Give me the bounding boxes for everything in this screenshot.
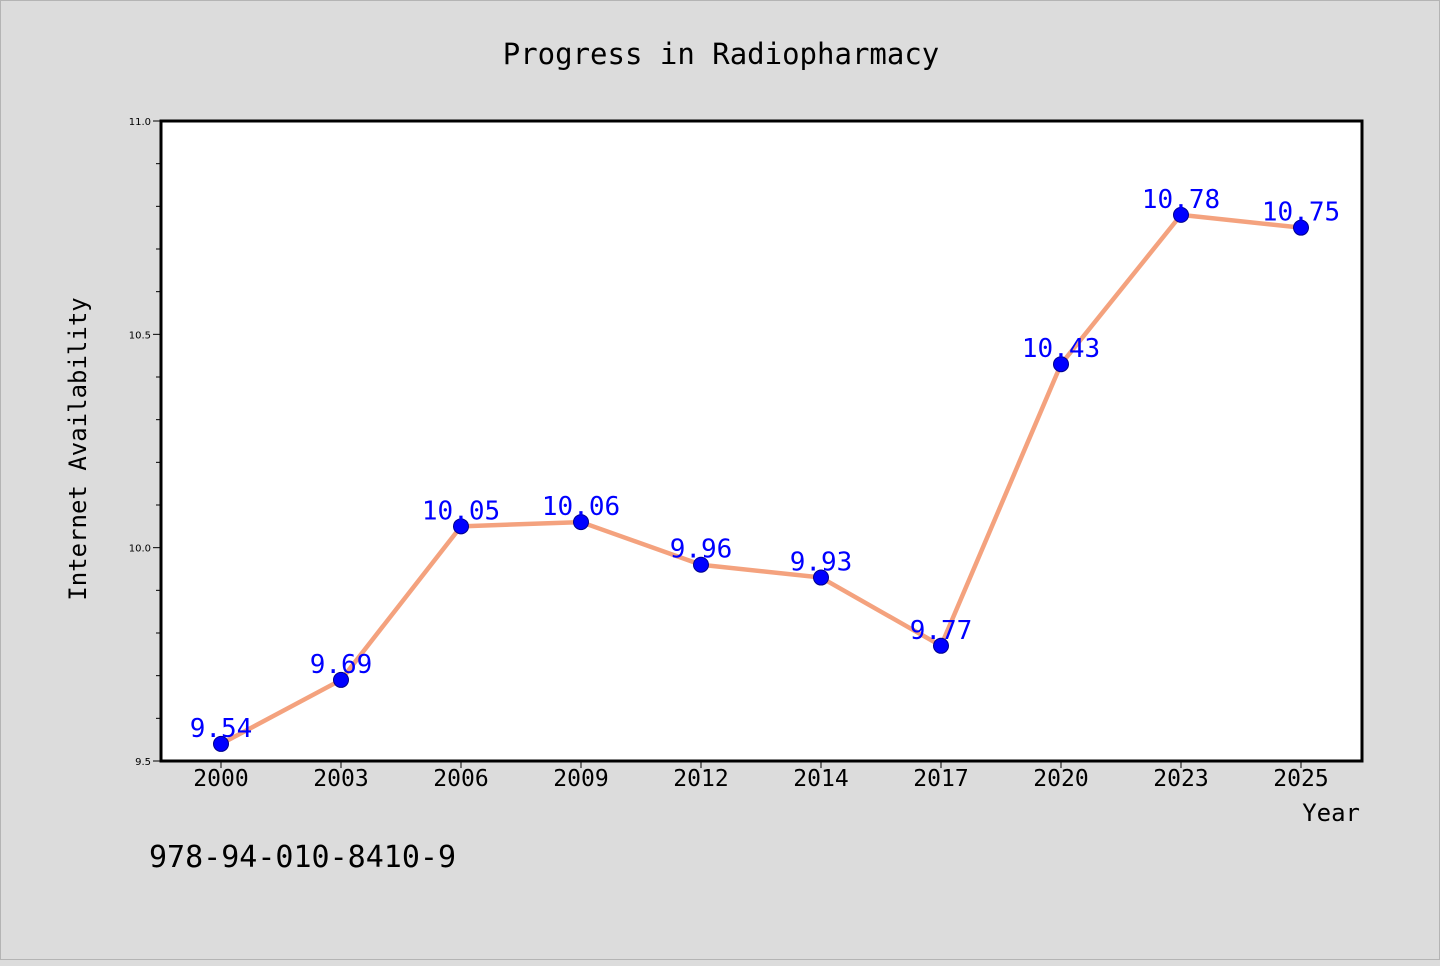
y-axis: 9.5 10.0 10.5 11.0 [129,117,161,768]
x-tick-label: 2023 [1153,766,1208,792]
data-point [693,556,709,573]
footnote-isbn: 978-94-010-8410-9 [149,840,456,875]
data-point [1293,219,1309,236]
data-label: 10.75 [1262,198,1340,228]
data-label: 9.93 [790,548,853,578]
x-tick-label: 2000 [193,766,248,792]
x-tick-label: 2009 [553,766,608,792]
data-label: 10.78 [1142,185,1220,215]
x-tick-label: 2025 [1273,766,1328,792]
x-axis: 2000 2003 2006 2009 2012 2014 2017 2020 2023 2025 [193,761,1329,792]
chart-title: Progress in Radiopharmacy [503,37,940,71]
x-tick-label: 2020 [1033,766,1088,792]
data-point [1053,356,1069,373]
data-point [1173,206,1189,223]
data-label: 10.43 [1022,334,1100,364]
series-line [219,212,1302,746]
data-point [333,671,349,688]
data-label: 9.77 [910,616,973,646]
x-tick-label: 2014 [793,766,848,792]
x-tick-label: 2006 [433,766,488,792]
data-label: 9.96 [670,535,733,565]
data-label: 9.54 [190,714,253,744]
data-label: 10.06 [542,492,620,522]
y-tick-label: 9.5 [135,757,151,768]
data-point [573,514,589,531]
series-group: 9.54 9.69 10.05 10.06 9.96 9.93 9.77 10.43 10.78… [190,185,1340,752]
data-label: 9.69 [310,650,373,680]
x-tick-label: 2017 [913,766,968,792]
y-tick-label: 10.0 [129,544,151,555]
data-point [453,518,469,535]
y-tick-label: 10.5 [129,330,151,341]
y-tick-label: 11.0 [129,117,151,128]
data-point [813,569,829,586]
data-label: 10.05 [422,496,500,526]
x-tick-label: 2012 [673,766,728,792]
x-axis-label: Year [1302,799,1360,827]
y-axis-label: Internet Availability [64,297,92,600]
data-point [213,735,229,752]
data-point [933,637,949,654]
x-tick-label: 2003 [313,766,368,792]
